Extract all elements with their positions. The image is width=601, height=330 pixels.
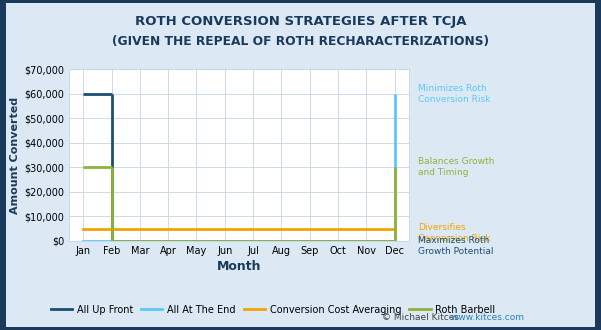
- Text: © Michael Kitces.: © Michael Kitces.: [0, 329, 1, 330]
- Text: © Michael Kitces.: © Michael Kitces.: [382, 313, 465, 322]
- Legend: All Up Front, All At The End, Conversion Cost Averaging, Roth Barbell: All Up Front, All At The End, Conversion…: [47, 301, 499, 318]
- Text: ROTH CONVERSION STRATEGIES AFTER TCJA: ROTH CONVERSION STRATEGIES AFTER TCJA: [135, 15, 466, 28]
- Text: Diversifies
Conversion Risk: Diversifies Conversion Risk: [418, 222, 490, 243]
- Text: Maximizes Roth
Growth Potential: Maximizes Roth Growth Potential: [418, 236, 493, 256]
- Text: © Michael Kitces. www.kitces.com: © Michael Kitces. www.kitces.com: [0, 329, 1, 330]
- Y-axis label: Amount Converted: Amount Converted: [10, 97, 20, 214]
- Text: Minimizes Roth
Conversion Risk: Minimizes Roth Conversion Risk: [418, 84, 490, 104]
- X-axis label: Month: Month: [216, 260, 261, 273]
- Text: (GIVEN THE REPEAL OF ROTH RECHARACTERIZATIONS): (GIVEN THE REPEAL OF ROTH RECHARACTERIZA…: [112, 35, 489, 48]
- Text: Balances Growth
and Timing: Balances Growth and Timing: [418, 157, 494, 178]
- Text: www.kitces.com: www.kitces.com: [382, 313, 524, 322]
